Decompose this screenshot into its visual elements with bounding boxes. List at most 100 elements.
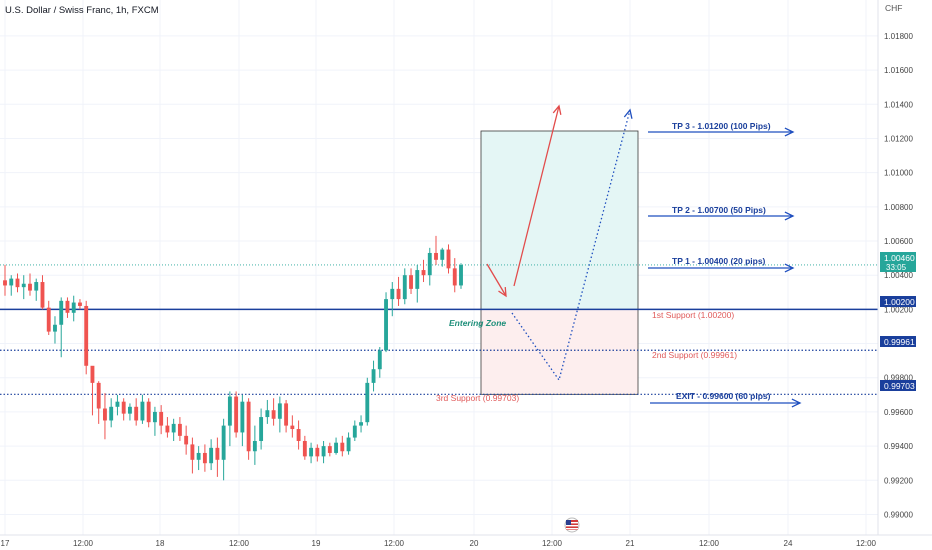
candle-body: [165, 425, 170, 433]
candle-body: [221, 425, 226, 460]
time-tick-label: 20: [470, 539, 479, 548]
candle-body: [71, 302, 76, 313]
candle-body: [152, 411, 157, 423]
candle-body: [296, 429, 301, 441]
price-tick-label: 1.01000: [884, 169, 913, 178]
time-tick-label: 12:00: [542, 539, 563, 548]
candle-body: [9, 278, 14, 286]
price-tick-label: 1.01600: [884, 66, 913, 75]
tp3-arrow-head: [784, 127, 795, 137]
price-tick-label: 1.00600: [884, 237, 913, 246]
candle-body: [309, 447, 314, 457]
candle-body: [359, 422, 363, 426]
price-tick-label: 0.99000: [884, 510, 913, 519]
candle-body: [346, 437, 351, 452]
time-tick-label: 12:00: [699, 539, 720, 548]
candle-body: [196, 452, 201, 460]
candle-body: [53, 324, 57, 332]
candle-body: [327, 446, 332, 453]
candle-body: [402, 275, 407, 300]
candle-body: [65, 300, 70, 313]
candle-body: [78, 302, 82, 306]
candle-body: [421, 270, 426, 276]
time-tick-label: 12:00: [384, 539, 405, 548]
target-zone-box: [480, 130, 639, 310]
level1-tag: 1.00200: [884, 297, 915, 307]
candle-body: [340, 442, 345, 452]
support3-label: 3rd Support (0.99703): [436, 393, 519, 403]
candle-body: [28, 283, 32, 291]
candle-body: [109, 406, 114, 421]
candle-body: [459, 264, 463, 286]
support-levels: [0, 264, 878, 395]
level3-tag-bg: [880, 380, 916, 391]
tp2-arrow-head: [784, 211, 795, 221]
candle-body: [59, 300, 64, 325]
candle-body: [352, 425, 357, 438]
candles: [3, 235, 463, 481]
candle-body: [215, 447, 220, 460]
exit-label: EXIT - 0.99600 (60 pips): [676, 391, 771, 401]
candle-body: [246, 401, 251, 452]
time-tick-label: 12:00: [229, 539, 250, 548]
candle-body: [121, 401, 126, 414]
candle-body: [34, 282, 39, 291]
tp1-arrow-head: [784, 263, 795, 273]
candle-body: [171, 423, 176, 433]
candle-body: [146, 401, 151, 423]
candle-body: [252, 440, 257, 452]
candle-body: [390, 288, 395, 300]
price-tick-label: 1.00200: [884, 305, 913, 314]
price-tick-label: 1.01800: [884, 32, 913, 41]
time-axis: 17 12:00 18 12:00 19 12:00 20 12:00 21 12:00 24 12:…: [0, 534, 932, 548]
candle-body: [134, 406, 139, 421]
price-tick-label: 0.99800: [884, 374, 913, 383]
candle-body: [302, 440, 307, 457]
candle-body: [427, 252, 432, 276]
candle-body: [115, 401, 120, 407]
candle-body: [202, 452, 207, 464]
price-tick-label: 1.00800: [884, 203, 913, 212]
candle-body: [227, 396, 232, 426]
candle-body: [440, 249, 445, 260]
candle-body: [321, 446, 326, 457]
red-drop-arrowhead: [498, 286, 507, 298]
price-tick-label: 1.00400: [884, 271, 913, 280]
chart-title: U.S. Dollar / Swiss Franc, 1h, FXCM: [5, 5, 159, 16]
us-flag-event-icon[interactable]: [564, 517, 580, 533]
currency-label: CHF: [885, 3, 902, 13]
price-tick-label: 1.01200: [884, 134, 913, 143]
price-tick-label: 0.99200: [884, 476, 913, 485]
time-tick-label: 17: [1, 539, 10, 548]
level1-tag-bg: [880, 296, 916, 307]
price-tick-label: 0.99400: [884, 442, 913, 451]
candle-body: [140, 401, 145, 421]
candle-body: [3, 280, 7, 286]
time-tick-label: 21: [626, 539, 635, 548]
candle-body: [284, 403, 289, 426]
price-tick-label: 1.01400: [884, 100, 913, 109]
exit-arrow-head: [791, 398, 802, 408]
entry-zone-box: [480, 308, 639, 395]
candle-body: [365, 382, 370, 423]
candle-body: [15, 278, 20, 288]
time-tick-label: 24: [784, 539, 793, 548]
candle-body: [415, 270, 420, 289]
support2-label: 2nd Support (0.99961): [652, 350, 737, 360]
candle-body: [371, 369, 376, 383]
candle-body: [452, 268, 457, 286]
candle-body: [290, 425, 295, 430]
price-tick-label: 0.99600: [884, 408, 913, 417]
red-rise-arrowhead: [552, 104, 562, 115]
countdown-tag: 33:05: [886, 263, 907, 272]
candle-body: [446, 249, 451, 269]
candle-body: [409, 275, 413, 289]
time-tick-label: 18: [156, 539, 165, 548]
candle-body: [434, 252, 438, 260]
support1-label: 1st Support (1.00200): [652, 310, 734, 320]
candle-body: [384, 299, 388, 351]
candle-body: [377, 350, 382, 370]
candle-body: [209, 447, 214, 464]
